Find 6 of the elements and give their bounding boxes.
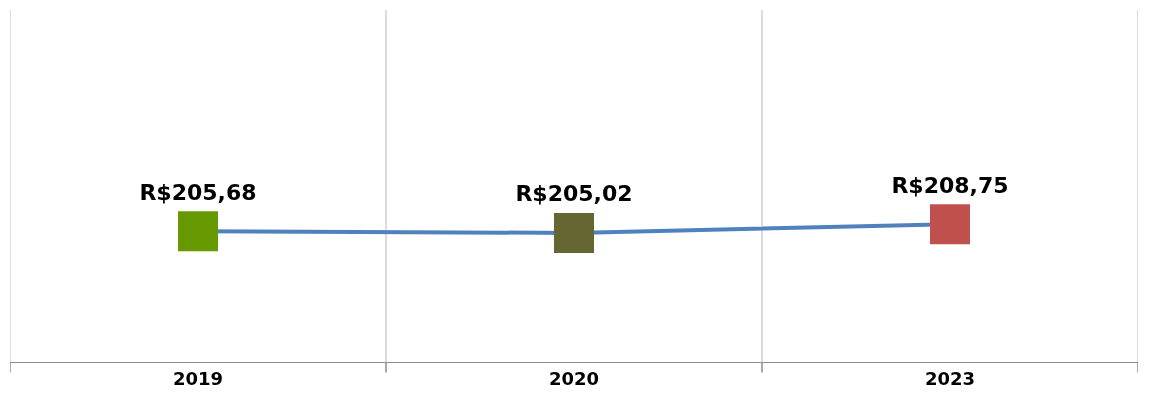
data-label: R$205,02 — [515, 181, 633, 207]
data-label: R$208,75 — [891, 172, 1009, 198]
x-tick-label: 2020 — [548, 367, 600, 389]
data-label: R$205,68 — [139, 179, 257, 205]
x-tick-label: 2023 — [924, 367, 976, 389]
x-tick-label: 2019 — [172, 367, 224, 389]
